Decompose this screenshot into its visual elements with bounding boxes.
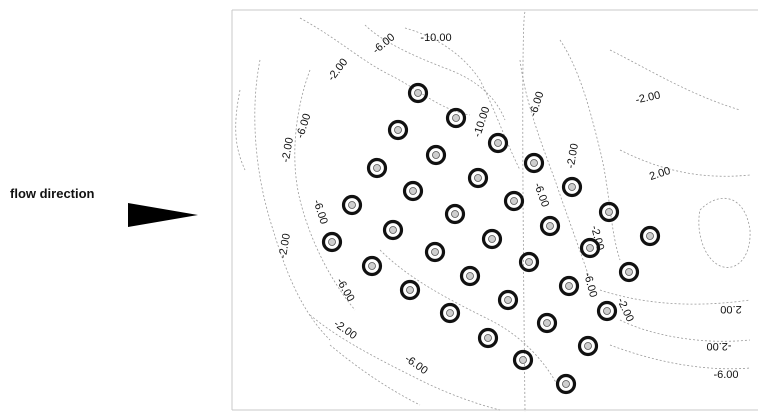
well-marker bbox=[407, 82, 429, 104]
well-marker bbox=[561, 176, 583, 198]
contour-line bbox=[599, 289, 751, 305]
contour-label: -2.00 bbox=[325, 56, 350, 83]
well-marker bbox=[459, 265, 481, 287]
contour-label: -2.00 bbox=[331, 318, 358, 342]
well-marker bbox=[387, 119, 409, 141]
well-marker bbox=[425, 144, 447, 166]
contour-line bbox=[559, 39, 621, 261]
well-marker bbox=[439, 302, 461, 324]
contour-line bbox=[235, 89, 246, 171]
contour-line bbox=[619, 149, 751, 177]
well-marker bbox=[444, 203, 466, 225]
well-marker bbox=[596, 300, 618, 322]
well-marker bbox=[321, 231, 343, 253]
well-markers bbox=[321, 82, 661, 395]
well-marker bbox=[481, 228, 503, 250]
contour-label: -2.00 bbox=[706, 340, 731, 352]
well-marker bbox=[503, 190, 525, 212]
contour-label: -2.00 bbox=[634, 89, 661, 106]
contour-label: -6.00 bbox=[294, 112, 313, 140]
contour-lines bbox=[235, 11, 751, 413]
contour-label: -6.00 bbox=[370, 31, 397, 56]
contour-label: -6.00 bbox=[581, 271, 599, 298]
contour-label: -6.00 bbox=[311, 198, 330, 226]
contour-label: -6.00 bbox=[527, 90, 546, 118]
contour-line bbox=[698, 197, 751, 268]
well-marker bbox=[445, 107, 467, 129]
contour-line bbox=[619, 319, 751, 342]
contour-line bbox=[329, 344, 421, 406]
well-marker bbox=[366, 157, 388, 179]
well-marker bbox=[424, 241, 446, 263]
contour-line bbox=[299, 17, 471, 116]
well-marker bbox=[558, 275, 580, 297]
contour-label: -2.00 bbox=[280, 137, 296, 164]
contour-line bbox=[404, 27, 521, 171]
well-marker bbox=[539, 215, 561, 237]
well-marker bbox=[382, 219, 404, 241]
well-marker bbox=[518, 251, 540, 273]
contour-line bbox=[609, 344, 751, 370]
contour-line bbox=[519, 59, 591, 281]
contour-label: -6.00 bbox=[334, 276, 357, 304]
well-marker bbox=[477, 327, 499, 349]
well-marker bbox=[536, 312, 558, 334]
well-marker bbox=[497, 289, 519, 311]
contour-label: -2.00 bbox=[277, 233, 293, 260]
well-marker bbox=[523, 152, 545, 174]
contour-line bbox=[379, 249, 561, 391]
well-marker bbox=[512, 349, 534, 371]
contour-label: 2.00 bbox=[648, 165, 672, 183]
contour-label: 2.00 bbox=[720, 303, 741, 315]
well-marker bbox=[555, 373, 577, 395]
well-marker bbox=[361, 255, 383, 277]
well-marker bbox=[598, 201, 620, 223]
contour-label: -2.00 bbox=[614, 296, 635, 324]
well-marker bbox=[399, 279, 421, 301]
contour-label: -2.00 bbox=[565, 143, 581, 170]
contour-line bbox=[294, 69, 356, 311]
well-marker bbox=[639, 225, 661, 247]
contour-line bbox=[522, 11, 526, 413]
contour-label: -10.00 bbox=[420, 32, 451, 44]
well-marker bbox=[487, 132, 509, 154]
contour-line bbox=[309, 314, 501, 411]
well-marker bbox=[402, 180, 424, 202]
flow-direction-label: flow direction bbox=[10, 186, 95, 201]
well-marker bbox=[579, 237, 601, 259]
well-marker bbox=[618, 261, 640, 283]
contour-line bbox=[364, 24, 506, 121]
well-marker bbox=[341, 194, 363, 216]
contour-line bbox=[609, 49, 741, 111]
contour-line bbox=[254, 59, 331, 341]
flow-direction-arrow-icon bbox=[128, 203, 198, 227]
well-marker bbox=[577, 335, 599, 357]
contour-label: -6.00 bbox=[531, 181, 551, 209]
contour-label: -6.00 bbox=[713, 369, 738, 381]
well-marker bbox=[467, 167, 489, 189]
contour-label: -10.00 bbox=[471, 105, 492, 138]
